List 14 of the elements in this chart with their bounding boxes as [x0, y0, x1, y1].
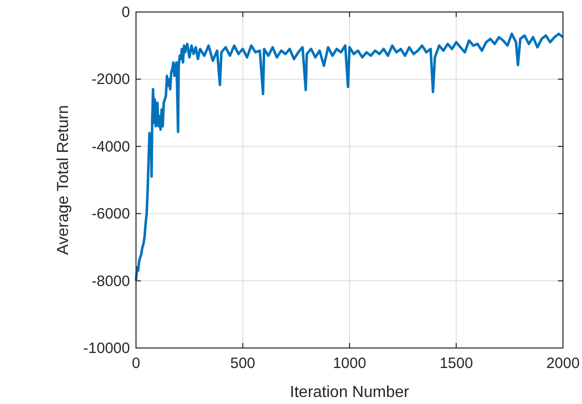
y-tick-label: -10000	[83, 340, 130, 357]
x-tick-label: 2000	[546, 355, 580, 372]
y-tick-label: -8000	[92, 272, 130, 290]
x-tick-label: 1500	[440, 355, 473, 372]
y-axis-title: Average Total Return	[55, 105, 72, 255]
x-axis-title: Iteration Number	[290, 384, 410, 401]
x-tick-label: 0	[132, 355, 140, 372]
x-tick-label: 500	[230, 355, 256, 372]
line-series	[134, 32, 564, 282]
y-tick-label: -6000	[92, 206, 130, 223]
y-tick-label: -4000	[92, 138, 130, 156]
y-tick-label: 0	[122, 4, 130, 21]
x-tick-label: 1000	[332, 355, 366, 372]
y-tick-label: -2000	[92, 71, 130, 88]
